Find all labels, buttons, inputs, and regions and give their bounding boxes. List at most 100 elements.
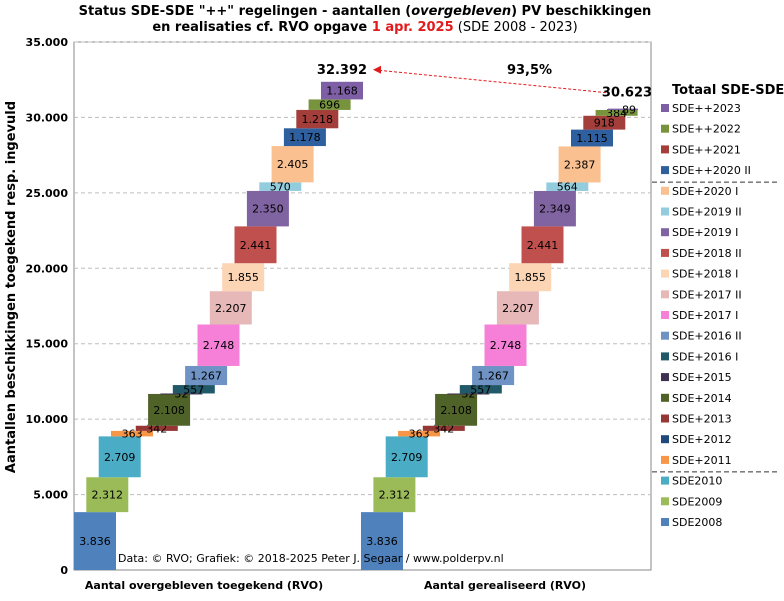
bar-value-label: 2.207 — [215, 302, 247, 315]
bar-segment — [296, 109, 339, 129]
percentage-label: 93,5% — [507, 63, 552, 78]
legend-item-label: SDE+2017 I — [672, 309, 738, 322]
legend-swatch — [661, 352, 669, 361]
bar-segment — [135, 425, 178, 431]
legend-item-label: SDE++2023 — [672, 102, 741, 115]
chart-title-line1-c: ) PV beschikkingen — [511, 4, 651, 19]
bar-segment — [608, 108, 638, 110]
chart-title-line2: en realisaties cf. RVO opgave 1 apr. 202… — [152, 20, 577, 35]
legend-title: Totaal SDE-SDE++ — [672, 83, 784, 98]
legend-swatch — [661, 104, 669, 112]
chart-title-line2-c: (SDE 2008 - 2023) — [454, 20, 578, 35]
legend-swatch — [661, 455, 669, 464]
bar-segment — [558, 146, 601, 183]
legend-item-label: SDE+2018 II — [672, 247, 742, 260]
bar-value-label: 1.115 — [576, 132, 608, 145]
bar-segment — [172, 385, 215, 394]
total-label-gerealiseerd: 30.623 — [602, 86, 652, 101]
legend-item-label: SDE2010 — [672, 475, 722, 488]
bar-value-label: 557 — [470, 383, 491, 396]
legend-swatch — [661, 207, 669, 216]
bar-segment — [571, 129, 613, 147]
bar-value-label: 2.387 — [564, 158, 596, 171]
bar-segment — [271, 146, 314, 183]
chart-title-line1: Status SDE-SDE "++" regelingen - aantall… — [79, 4, 652, 19]
legend-item-label: SDE2008 — [672, 516, 722, 529]
bar-segment — [373, 477, 416, 513]
bar-segment — [546, 182, 589, 191]
bar-segment — [283, 128, 326, 147]
bar-value-label: 2.108 — [440, 404, 472, 417]
legend-swatch — [661, 124, 669, 133]
bar-segment — [583, 115, 626, 130]
bar-value-label: 2.441 — [240, 239, 272, 252]
legend-item-label: SDE+2014 — [672, 392, 732, 405]
legend-swatch — [661, 331, 669, 340]
bar-segment — [496, 291, 539, 325]
y-axis-label: Aantallen beschikkingen toegekend resp. … — [4, 101, 19, 473]
chart-title-line1-b: overgebleven — [411, 4, 511, 19]
bar-value-label: 2.748 — [490, 339, 522, 352]
legend-swatch — [661, 311, 669, 319]
bar-value-label: 2.350 — [252, 203, 284, 216]
plot-area — [73, 41, 652, 571]
legend-item-label: SDE+2018 I — [672, 268, 738, 281]
bar-value-label: 2.108 — [153, 404, 185, 417]
comparison-arrow-head — [373, 65, 381, 74]
x-axis-labels: Aantal overgebleven toegekend (RVO) Aanta… — [85, 579, 586, 592]
bar-value-label: 2.312 — [92, 489, 124, 502]
legend-item-label: SDE++2022 — [672, 123, 741, 136]
bar-segment — [246, 190, 289, 227]
bar-segment — [222, 263, 265, 292]
bar-value-label: 1.855 — [514, 271, 546, 284]
bar-value-label: 696 — [319, 99, 340, 112]
legend-swatch — [661, 228, 669, 237]
legend-swatch — [661, 393, 669, 402]
legend-item-label: SDE+2013 — [672, 413, 732, 426]
y-tick-label: 25.000 — [26, 187, 69, 200]
bar-value-label: 564 — [557, 181, 578, 194]
bar-value-label: 557 — [183, 383, 204, 396]
bar-segment — [422, 425, 465, 431]
bar-segment — [398, 430, 441, 437]
legend-item-label: SDE++2021 — [672, 143, 741, 156]
credit-text: Data: © RVO; Grafiek: © 2018-2025 Peter … — [118, 552, 504, 565]
bar-value-label: 2.709 — [104, 451, 136, 464]
bar-segment — [74, 512, 116, 570]
bar-segment — [111, 430, 153, 437]
bar-value-label: 1.178 — [289, 131, 321, 144]
bar-segment — [86, 477, 129, 513]
legend-item-label: SDE+2011 — [672, 454, 732, 467]
y-axis-ticks: 0 5.000 10.000 15.000 20.000 25.000 30.000 35.0… — [26, 36, 69, 577]
bar-value-label: 1.267 — [477, 370, 509, 383]
bar-segment — [308, 99, 351, 110]
bar-segment — [148, 393, 191, 426]
bar-value-label: 3.836 — [366, 535, 398, 548]
legend-item-label: SDE+2016 I — [672, 350, 738, 363]
legend-swatch — [661, 269, 669, 278]
bar-segment — [509, 263, 552, 292]
bar-segment — [595, 109, 638, 116]
bar-segment — [98, 436, 141, 478]
bar-value-label: 1.267 — [190, 370, 222, 383]
bar-segment — [435, 393, 478, 426]
bar-segment — [385, 436, 428, 478]
legend-item-label: SDE+2015 — [672, 371, 732, 384]
bar-segment — [521, 226, 564, 264]
legend-item-label: SDE+2019 I — [672, 226, 738, 239]
bar-value-label: 2.349 — [539, 203, 571, 216]
bar-value-label: 918 — [594, 117, 615, 130]
bar-value-label: 1.855 — [227, 271, 259, 284]
chart-title-line1-a: Status SDE-SDE "++" regelingen - aantall… — [79, 4, 412, 19]
legend-item-label: SDE++2020 II — [672, 164, 751, 177]
legend-item-label: SDE+2016 II — [672, 330, 742, 343]
bar-segment — [361, 512, 403, 570]
legend-swatch — [661, 497, 669, 506]
bar-segment — [459, 385, 502, 394]
y-tick-label: 20.000 — [26, 262, 69, 275]
y-tick-label: 0 — [60, 564, 68, 577]
bar-segment — [533, 190, 576, 227]
gridlines — [74, 41, 651, 496]
